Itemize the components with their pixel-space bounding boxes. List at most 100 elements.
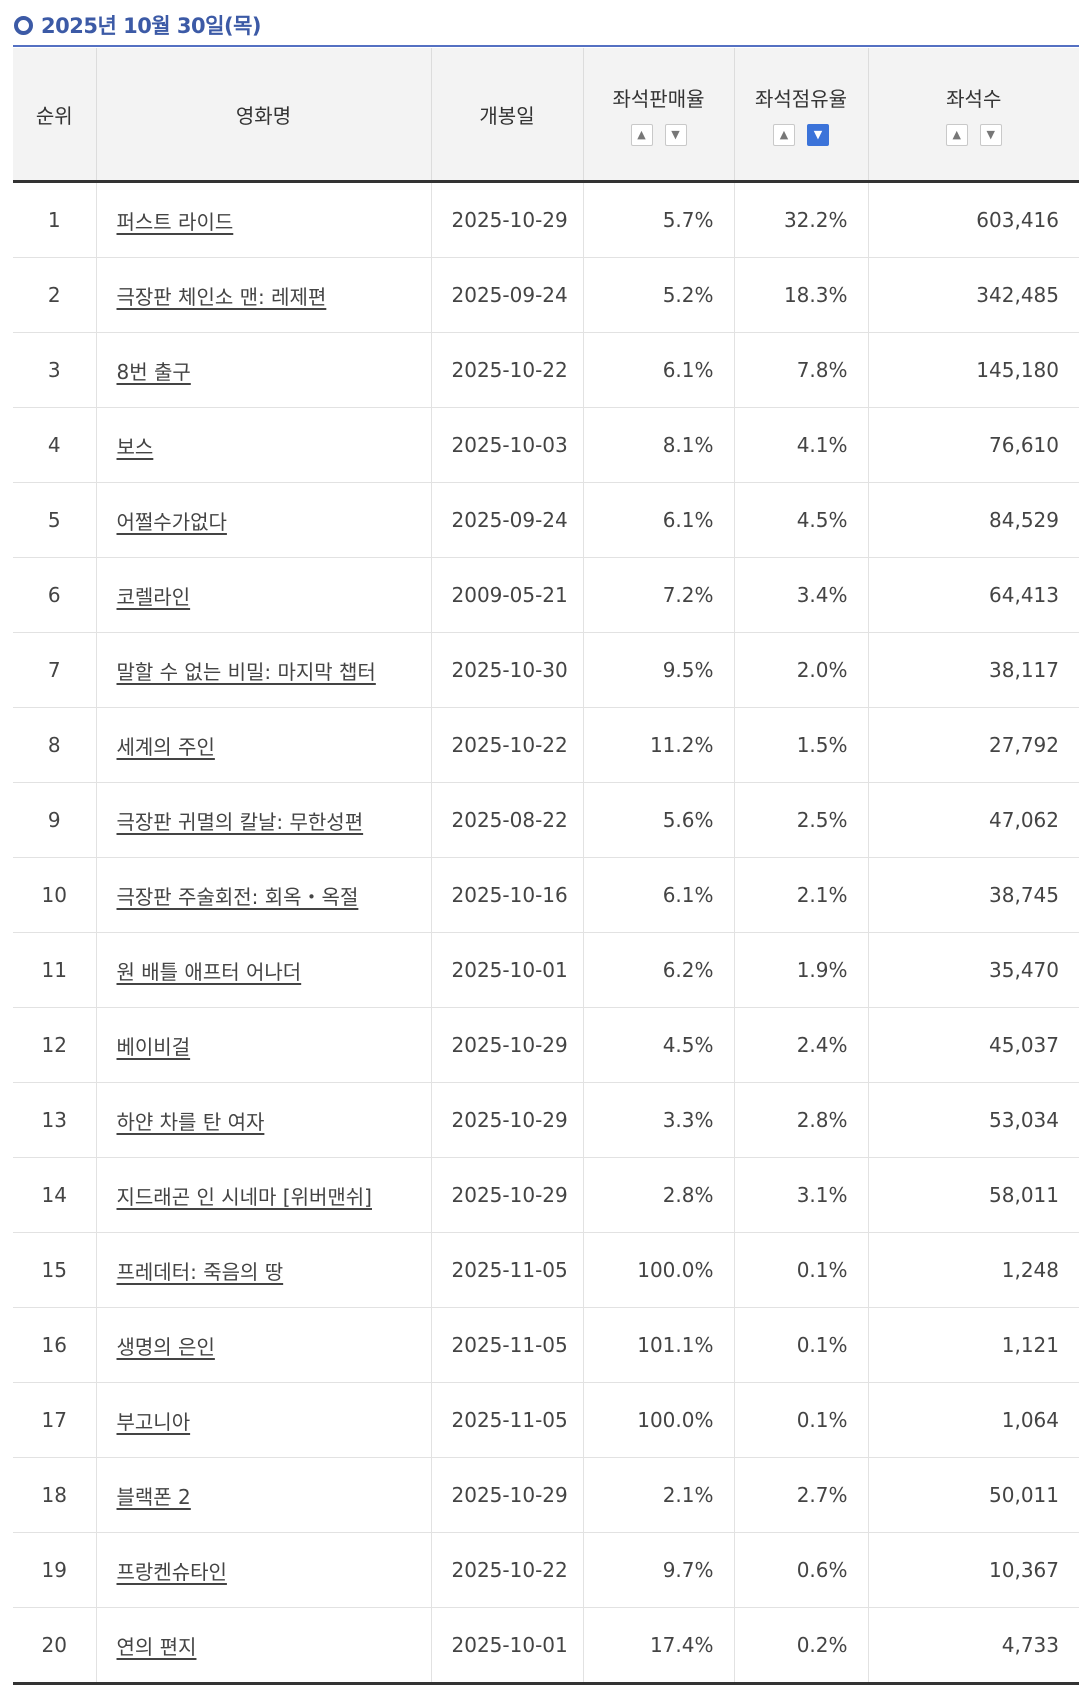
movie-title-link[interactable]: 어쩔수가없다 [116, 509, 227, 534]
col-header-rank: 순위 [13, 48, 96, 183]
table-row: 9 극장판 귀멸의 칼날: 무한성편 2025-08-22 5.6% 2.5% 47,06… [13, 782, 1079, 858]
release-date-cell: 2025-10-29 [430, 1457, 583, 1533]
rank-cell: 14 [13, 1157, 96, 1233]
seats-cell: 603,416 [867, 181, 1079, 258]
sort-asc-share-rate-button[interactable]: ▲ [773, 123, 795, 146]
title-cell: 베이비걸 [95, 1007, 431, 1083]
seats-cell: 27,792 [867, 707, 1079, 783]
share-rate-cell: 0.6% [733, 1532, 868, 1608]
title-cell: 어쩔수가없다 [95, 482, 431, 558]
release-date-cell: 2025-10-22 [430, 332, 583, 408]
table-row: 20 연의 편지 2025-10-01 17.4% 0.2% 4,733 [13, 1607, 1079, 1685]
seats-cell: 342,485 [867, 257, 1079, 333]
movie-title-link[interactable]: 지드래곤 인 시네마 [위버맨쉬] [116, 1184, 372, 1209]
sales-rate-cell: 2.1% [582, 1457, 734, 1533]
title-cell: 블랙폰 2 [95, 1457, 431, 1533]
movie-title-link[interactable]: 극장판 체인소 맨: 레제편 [116, 284, 327, 309]
movie-title-link[interactable]: 극장판 주술회전: 회옥・옥절 [116, 884, 359, 909]
share-rate-cell: 3.4% [733, 557, 868, 633]
rank-cell: 3 [13, 332, 96, 408]
movie-title-link[interactable]: 프랑켄슈타인 [116, 1559, 227, 1584]
sort-asc-sales-rate-button[interactable]: ▲ [630, 123, 653, 146]
title-cell: 하얀 차를 탄 여자 [95, 1082, 431, 1158]
title-cell: 8번 출구 [95, 332, 431, 408]
release-date-cell: 2025-09-24 [430, 482, 583, 558]
sort-desc-seats-button[interactable]: ▼ [979, 123, 1002, 146]
table-header-row: 순위 영화명 개봉일 좌석판매율 ▲ ▼ 좌석점유율 ▲ ▼ [13, 48, 1079, 183]
table-row: 2 극장판 체인소 맨: 레제편 2025-09-24 5.2% 18.3% 342,48… [13, 257, 1079, 333]
date-header: 2025년 10월 30일(목) [14, 8, 262, 42]
table-row: 1 퍼스트 라이드 2025-10-29 5.7% 32.2% 603,416 [13, 181, 1079, 258]
movie-title-link[interactable]: 보스 [116, 434, 154, 459]
share-rate-cell: 1.9% [733, 932, 868, 1008]
movie-title-link[interactable]: 프레데터: 죽음의 땅 [116, 1259, 284, 1284]
sales-rate-cell: 6.1% [582, 332, 734, 408]
seats-cell: 50,011 [867, 1457, 1079, 1533]
col-header-sales-rate: 좌석판매율 ▲ ▼ [582, 48, 734, 183]
col-header-release: 개봉일 [430, 48, 583, 183]
movie-title-link[interactable]: 부고니아 [116, 1409, 191, 1434]
share-rate-cell: 2.5% [733, 782, 868, 858]
title-cell: 극장판 귀멸의 칼날: 무한성편 [95, 782, 431, 858]
release-date-cell: 2025-10-29 [430, 1082, 583, 1158]
title-cell: 말할 수 없는 비밀: 마지막 챕터 [95, 632, 431, 708]
seats-cell: 1,121 [867, 1307, 1079, 1383]
movie-title-link[interactable]: 세계의 주인 [116, 734, 215, 759]
movie-title-link[interactable]: 블랙폰 2 [116, 1484, 191, 1509]
sort-desc-share-rate-button[interactable]: ▼ [807, 123, 829, 146]
seats-cell: 1,248 [867, 1232, 1079, 1308]
table-row: 5 어쩔수가없다 2025-09-24 6.1% 4.5% 84,529 [13, 482, 1079, 558]
release-date-cell: 2025-10-22 [430, 1532, 583, 1608]
movie-title-link[interactable]: 베이비걸 [116, 1034, 191, 1059]
release-date-cell: 2025-10-29 [430, 181, 583, 258]
share-rate-cell: 2.0% [733, 632, 868, 708]
share-rate-cell: 2.8% [733, 1082, 868, 1158]
table-row: 12 베이비걸 2025-10-29 4.5% 2.4% 45,037 [13, 1007, 1079, 1083]
share-rate-cell: 0.1% [733, 1232, 868, 1308]
sales-rate-cell: 4.5% [582, 1007, 734, 1083]
rank-cell: 8 [13, 707, 96, 783]
movie-title-link[interactable]: 하얀 차를 탄 여자 [116, 1109, 265, 1134]
movie-title-link[interactable]: 연의 편지 [116, 1634, 197, 1659]
rank-cell: 11 [13, 932, 96, 1008]
movie-title-link[interactable]: 원 배틀 애프터 어나더 [116, 959, 302, 984]
sales-rate-cell: 17.4% [582, 1607, 734, 1685]
sales-rate-cell: 3.3% [582, 1082, 734, 1158]
title-cell: 지드래곤 인 시네마 [위버맨쉬] [95, 1157, 431, 1233]
rank-cell: 13 [13, 1082, 96, 1158]
seats-cell: 47,062 [867, 782, 1079, 858]
movie-title-link[interactable]: 퍼스트 라이드 [116, 209, 234, 234]
sales-rate-cell: 6.1% [582, 482, 734, 558]
title-cell: 코렐라인 [95, 557, 431, 633]
sales-rate-cell: 5.6% [582, 782, 734, 858]
movie-title-link[interactable]: 생명의 은인 [116, 1334, 215, 1359]
rank-cell: 20 [13, 1607, 96, 1685]
table-row: 15 프레데터: 죽음의 땅 2025-11-05 100.0% 0.1% 1,248 [13, 1232, 1079, 1308]
rank-cell: 16 [13, 1307, 96, 1383]
sales-rate-cell: 5.7% [582, 181, 734, 258]
share-rate-cell: 2.4% [733, 1007, 868, 1083]
sort-desc-sales-rate-button[interactable]: ▼ [664, 123, 687, 146]
release-date-cell: 2025-11-05 [430, 1232, 583, 1308]
movie-title-link[interactable]: 8번 출구 [116, 359, 191, 384]
share-rate-cell: 0.1% [733, 1307, 868, 1383]
seats-cell: 45,037 [867, 1007, 1079, 1083]
sort-asc-seats-button[interactable]: ▲ [945, 123, 968, 146]
rank-cell: 19 [13, 1532, 96, 1608]
rank-cell: 15 [13, 1232, 96, 1308]
seats-cell: 76,610 [867, 407, 1079, 483]
ranking-table: 순위 영화명 개봉일 좌석판매율 ▲ ▼ 좌석점유율 ▲ ▼ [13, 48, 1079, 1685]
rank-cell: 10 [13, 857, 96, 933]
release-date-cell: 2009-05-21 [430, 557, 583, 633]
release-date-cell: 2025-08-22 [430, 782, 583, 858]
release-date-cell: 2025-10-29 [430, 1157, 583, 1233]
table-row: 13 하얀 차를 탄 여자 2025-10-29 3.3% 2.8% 53,034 [13, 1082, 1079, 1158]
movie-title-link[interactable]: 극장판 귀멸의 칼날: 무한성편 [116, 809, 364, 834]
sales-rate-cell: 11.2% [582, 707, 734, 783]
movie-title-link[interactable]: 말할 수 없는 비밀: 마지막 챕터 [116, 659, 376, 684]
movie-title-link[interactable]: 코렐라인 [116, 584, 191, 609]
table-row: 17 부고니아 2025-11-05 100.0% 0.1% 1,064 [13, 1382, 1079, 1458]
share-rate-cell: 4.1% [733, 407, 868, 483]
release-date-cell: 2025-10-01 [430, 932, 583, 1008]
title-cell: 극장판 주술회전: 회옥・옥절 [95, 857, 431, 933]
